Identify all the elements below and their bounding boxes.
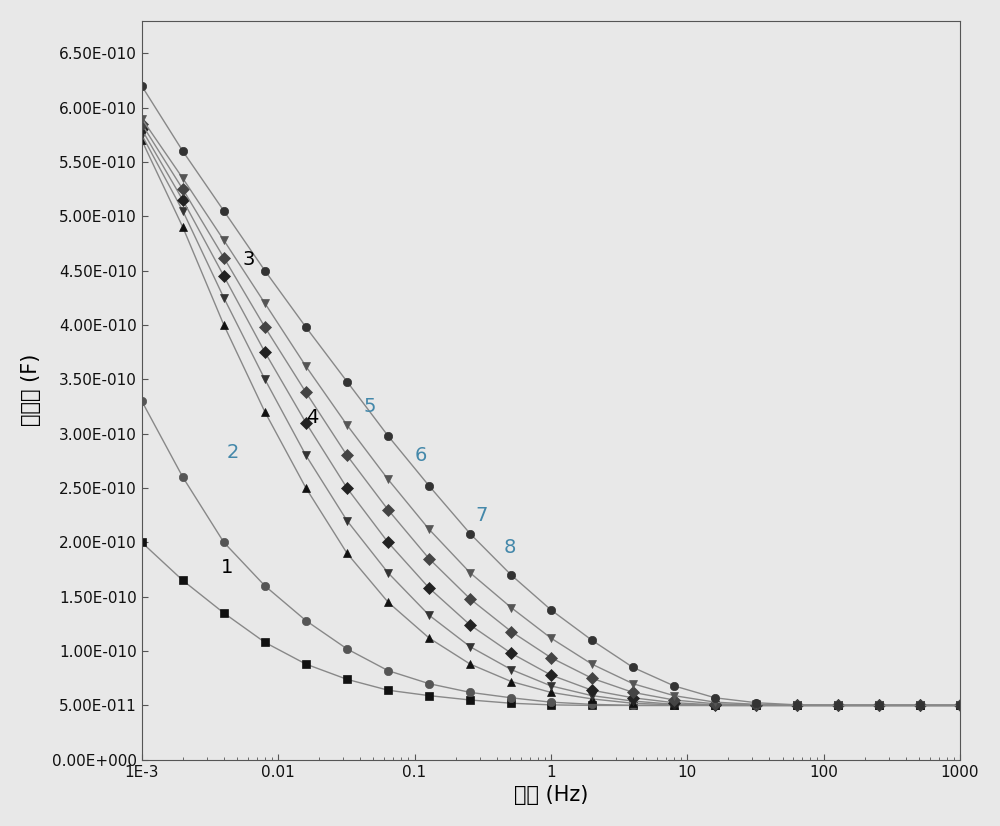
Text: 3: 3 (243, 250, 255, 269)
Text: 2: 2 (227, 443, 239, 462)
Text: 1: 1 (221, 558, 233, 577)
Text: 7: 7 (475, 506, 488, 525)
X-axis label: 频率 (Hz): 频率 (Hz) (514, 786, 588, 805)
Text: 6: 6 (415, 446, 427, 465)
Y-axis label: 电容量 (F): 电容量 (F) (21, 354, 41, 426)
Text: 8: 8 (504, 539, 516, 558)
Text: 5: 5 (363, 397, 376, 416)
Text: 4: 4 (306, 408, 318, 427)
